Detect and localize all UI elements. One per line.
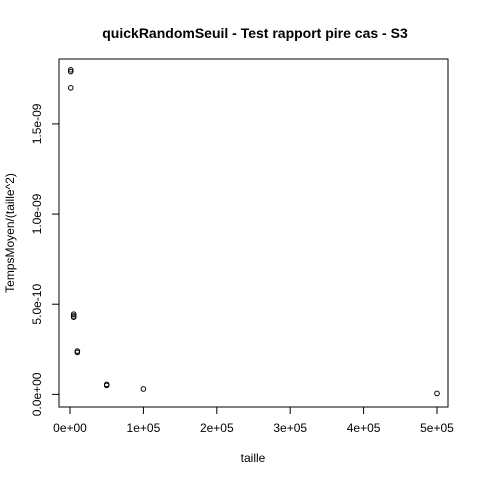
- y-axis-label: TempsMoyen/(taille^2): [3, 173, 17, 293]
- y-tick-label: 1.5e-09: [30, 103, 44, 144]
- x-axis: 0e+00 1e+05 2e+05 3e+05 4e+05 5e+05: [53, 406, 454, 435]
- x-tick-label: 3e+05: [273, 421, 307, 435]
- y-axis: 0.0e+00 5.0e-10 1.0e-09 1.5e-09: [30, 103, 60, 416]
- x-tick-label: 4e+05: [347, 421, 381, 435]
- chart-title: quickRandomSeuil - Test rapport pire cas…: [102, 25, 408, 41]
- data-point: [74, 349, 81, 356]
- data-point: [67, 68, 74, 75]
- data-point: [70, 314, 77, 321]
- data-points: [67, 67, 440, 397]
- y-tick-label: 0.0e+00: [30, 372, 44, 416]
- y-tick-label: 5.0e-10: [30, 284, 44, 325]
- data-point: [70, 311, 77, 317]
- x-tick-label: 2e+05: [200, 421, 234, 435]
- data-point: [67, 67, 74, 73]
- plot-frame: [58, 58, 449, 408]
- x-tick-label: 1e+05: [127, 421, 161, 435]
- x-tick-label: 0e+00: [53, 421, 87, 435]
- data-point: [140, 386, 147, 392]
- x-axis-label: taille: [241, 451, 266, 465]
- y-tick-label: 1.0e-09: [30, 193, 44, 234]
- data-point: [67, 85, 74, 91]
- data-point: [103, 382, 110, 389]
- data-point: [434, 390, 440, 397]
- x-tick-label: 5e+05: [420, 421, 454, 435]
